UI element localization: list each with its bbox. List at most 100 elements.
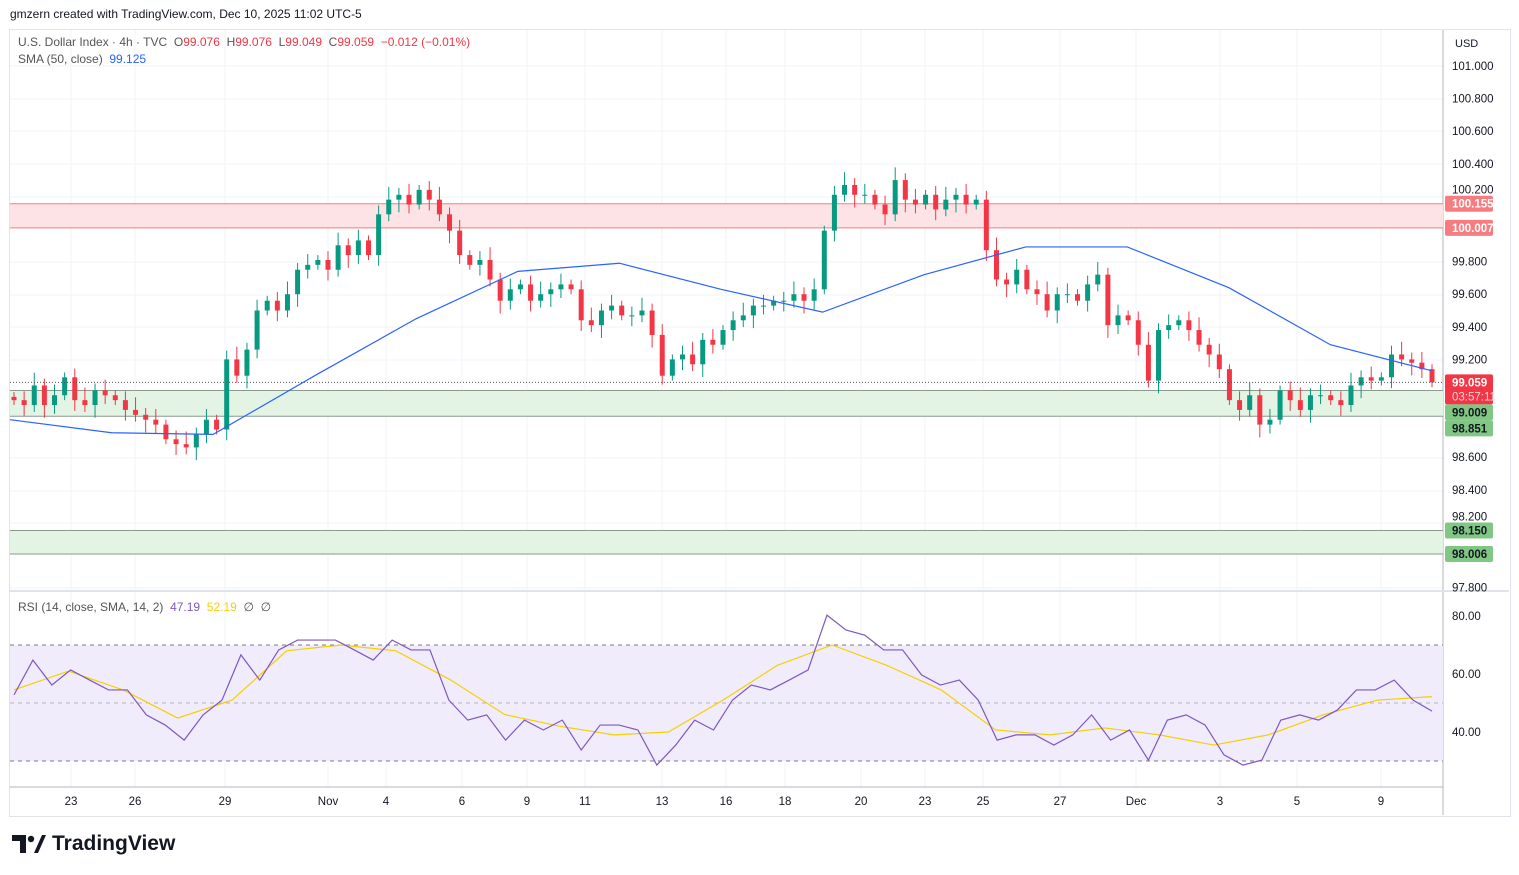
- rsi-sma-line: [13, 644, 1433, 746]
- candle: [750, 305, 756, 316]
- candle: [41, 385, 47, 406]
- rsi-label: RSI (14, close, SMA, 14, 2): [18, 600, 164, 614]
- candle: [700, 339, 706, 365]
- candle: [649, 310, 655, 335]
- price-tick-label: 98.600: [1452, 452, 1487, 464]
- low-label: L: [278, 35, 286, 49]
- candle: [153, 419, 159, 425]
- currency-label[interactable]: USD: [1455, 38, 1479, 50]
- time-tick-label: Dec: [1126, 796, 1147, 808]
- time-tick-label: 29: [219, 796, 232, 808]
- time-tick-label: 20: [855, 796, 868, 808]
- candle: [811, 289, 817, 301]
- candle: [568, 284, 574, 290]
- candle: [386, 199, 392, 215]
- candle: [1267, 419, 1273, 425]
- tradingview-logo[interactable]: TradingView: [12, 832, 175, 856]
- candle: [1226, 369, 1232, 401]
- candle: [578, 289, 584, 321]
- candle: [842, 184, 848, 195]
- candle: [679, 354, 685, 360]
- price-tick-label: 98.400: [1452, 485, 1487, 497]
- candle: [1277, 390, 1283, 420]
- candle: [1034, 289, 1040, 295]
- candle: [1287, 390, 1293, 401]
- support-zone: [10, 390, 1443, 417]
- candle: [234, 359, 240, 376]
- candle: [1419, 362, 1425, 370]
- candle: [912, 199, 918, 205]
- candle: [619, 305, 625, 316]
- candle: [102, 390, 108, 396]
- price-tick-label: 99.400: [1452, 322, 1487, 334]
- rsi-extra-1: ∅: [243, 600, 254, 614]
- logo-text: TradingView: [52, 832, 176, 855]
- open-value: 99.076: [183, 35, 220, 49]
- candle: [771, 300, 777, 306]
- candle: [355, 240, 361, 256]
- candle: [872, 194, 878, 205]
- candle: [1247, 395, 1253, 410]
- price-tick-label: 100.800: [1452, 94, 1494, 106]
- time-tick-label: 9: [524, 796, 530, 808]
- candle: [993, 250, 999, 280]
- candle: [1237, 400, 1243, 410]
- candle: [345, 245, 351, 256]
- candle: [1166, 325, 1172, 331]
- candle: [173, 439, 179, 445]
- candle: [1368, 377, 1374, 381]
- candle: [953, 194, 959, 200]
- time-tick-label: 23: [919, 796, 932, 808]
- candle: [264, 300, 270, 311]
- resistance-zone: [10, 203, 1443, 228]
- candle: [1145, 344, 1151, 381]
- candle: [274, 300, 280, 311]
- zone-price-label-bg: [1445, 404, 1493, 421]
- rsi-tick-label: 80.00: [1452, 611, 1481, 623]
- candle: [436, 199, 442, 215]
- zone-price-label-bg: [1445, 522, 1493, 539]
- candle: [1135, 320, 1141, 345]
- candle: [740, 315, 746, 321]
- rsi-extra-2: ∅: [260, 600, 272, 614]
- time-tick-label: 18: [779, 796, 792, 808]
- chart-frame[interactable]: [9, 29, 1511, 817]
- candle: [295, 269, 301, 295]
- candle: [1085, 284, 1091, 301]
- price-tick-label: 101.000: [1452, 61, 1494, 73]
- time-tick-label: 9: [1378, 796, 1384, 808]
- sma-label: SMA (50, close): [18, 52, 103, 66]
- candle: [62, 377, 68, 396]
- candle: [659, 334, 665, 376]
- candle: [1095, 274, 1101, 285]
- candle: [122, 400, 128, 410]
- candle: [507, 289, 513, 301]
- candle: [305, 264, 311, 270]
- candle: [224, 359, 230, 430]
- countdown-label: 03:57:11: [1452, 391, 1496, 403]
- zone-price-label-bg: [1445, 546, 1493, 563]
- candle: [72, 377, 78, 401]
- time-tick-label: 3: [1217, 796, 1223, 808]
- candle: [203, 419, 209, 435]
- candle: [284, 294, 290, 311]
- rsi-sma-value: 52.19: [206, 600, 237, 614]
- candle: [254, 310, 260, 350]
- candle: [1257, 395, 1263, 425]
- candle: [1186, 320, 1192, 331]
- candle: [730, 320, 736, 331]
- candle: [143, 414, 149, 420]
- candle: [183, 444, 189, 448]
- candle: [1075, 294, 1080, 301]
- candle: [943, 199, 949, 210]
- time-tick-label: 6: [459, 796, 465, 808]
- candle: [609, 305, 615, 311]
- zone-price-label-bg: [1445, 420, 1493, 437]
- rsi-line: [13, 614, 1433, 767]
- candle: [973, 199, 979, 205]
- candle: [163, 424, 169, 440]
- candle: [1388, 354, 1394, 378]
- candle: [639, 310, 645, 316]
- candle: [558, 284, 564, 290]
